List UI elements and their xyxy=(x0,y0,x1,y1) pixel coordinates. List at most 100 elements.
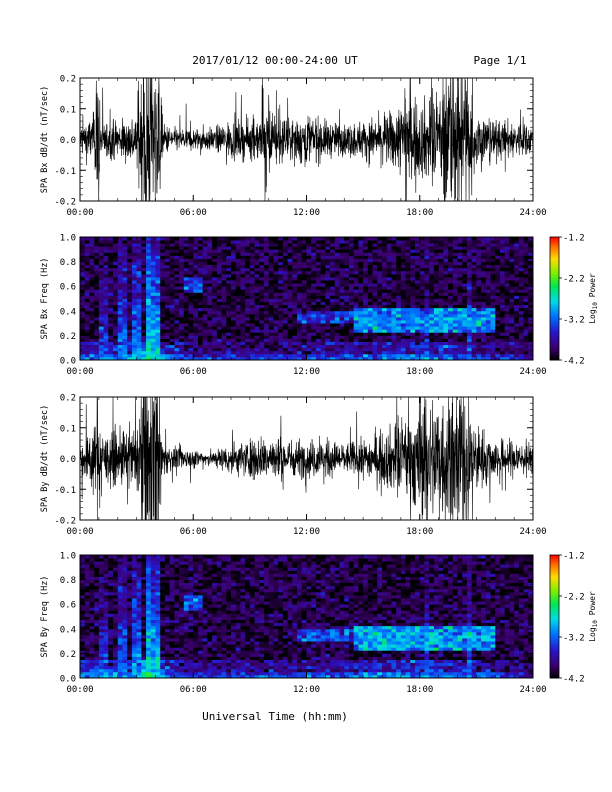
spectrogram-cell xyxy=(358,237,364,241)
colorbar-swatch xyxy=(550,300,559,304)
spectrogram-cell xyxy=(98,582,104,587)
spectrogram-cell xyxy=(155,280,161,284)
spectrogram-cell xyxy=(183,304,189,309)
spectrogram-cell xyxy=(301,338,307,342)
spectrogram-cell xyxy=(84,604,90,608)
spectrogram-cell xyxy=(382,255,388,259)
spectrogram-cell xyxy=(103,662,109,667)
spectrogram-cell xyxy=(466,301,473,306)
spectrogram-cell xyxy=(94,338,100,342)
spectrogram-cell xyxy=(490,307,496,312)
spectrogram-cell xyxy=(400,276,406,281)
spectrogram-cell xyxy=(84,613,90,617)
spectrogram-cell xyxy=(363,332,369,336)
spectrogram-cell xyxy=(358,347,364,352)
spectrogram-cell xyxy=(254,347,260,352)
spectrogram-cell xyxy=(249,301,255,306)
spectrogram-cell xyxy=(94,347,100,352)
spectrogram-cell xyxy=(504,267,510,272)
spectrogram-cell xyxy=(146,347,152,352)
spectrogram-cell xyxy=(127,644,133,648)
spectrogram-cell xyxy=(396,329,402,333)
spectrogram-cell xyxy=(509,356,515,361)
spectrogram-cell xyxy=(499,310,506,315)
spectrogram-cell xyxy=(136,598,142,602)
spectrogram-cell xyxy=(141,634,147,639)
spectrogram-cell xyxy=(433,289,440,293)
spectrogram-cell xyxy=(504,347,510,352)
spectrogram-cell xyxy=(80,674,86,679)
spectrogram-cell xyxy=(485,347,491,352)
spectrogram-cell xyxy=(405,344,411,349)
spectrogram-cell xyxy=(499,304,506,309)
spectrogram-cell xyxy=(514,237,520,241)
spectrogram-cell xyxy=(212,323,218,327)
spectrogram-cell xyxy=(249,240,255,244)
spectrogram-cell xyxy=(141,564,147,568)
spectrogram-cell xyxy=(339,289,345,293)
spectrogram-cell xyxy=(127,665,133,670)
spectrogram-cell xyxy=(103,270,109,275)
spectrogram-cell xyxy=(325,341,331,346)
spectrogram-cell xyxy=(377,344,383,349)
spectrogram-cell xyxy=(415,276,421,281)
spectrogram-cell xyxy=(306,270,312,275)
spectrogram-cell xyxy=(363,338,369,342)
spectrogram-cell xyxy=(164,344,171,349)
spectrogram-cell xyxy=(89,644,95,648)
spectrogram-cell xyxy=(202,246,208,250)
spectrogram-cell xyxy=(150,338,156,342)
spectrogram-cell xyxy=(334,347,340,352)
spectrogram-cell xyxy=(466,255,473,259)
spectrogram-cell xyxy=(466,286,473,290)
spectrogram-cell xyxy=(103,289,109,293)
spectrogram-cell xyxy=(372,347,378,352)
spectrogram-cell xyxy=(504,338,510,342)
spectrogram-cell xyxy=(429,267,435,272)
spectrogram-cell xyxy=(113,344,119,349)
spectrogram-cell xyxy=(245,286,251,290)
spectrogram-cell xyxy=(183,320,189,324)
spectrogram-cell xyxy=(320,264,326,269)
spectrogram-cell xyxy=(155,264,161,269)
spectrogram-cell xyxy=(160,273,166,278)
spectrogram-cell xyxy=(146,335,152,339)
spectrogram-cell xyxy=(273,335,279,339)
spectrogram-cell xyxy=(188,316,194,321)
spectrogram-cell xyxy=(221,292,227,296)
spectrogram-cell xyxy=(334,298,340,302)
spectrogram-cell xyxy=(330,292,336,296)
spectrogram-cell xyxy=(330,341,336,346)
spectrogram-cell xyxy=(382,320,388,324)
y-tick-label: 0.1 xyxy=(60,105,76,115)
spectrogram-cell xyxy=(89,653,95,657)
spectrogram-cell xyxy=(306,283,312,287)
spectrogram-cell xyxy=(98,625,104,630)
spectrogram-cell xyxy=(94,641,100,645)
spectrogram-cell xyxy=(193,237,199,241)
spectrogram-cell xyxy=(98,326,104,330)
spectrogram-cell xyxy=(424,289,430,293)
spectrogram-cell xyxy=(452,273,458,278)
spectrogram-cell xyxy=(306,264,312,269)
spectrogram-cell xyxy=(103,240,109,244)
spectrogram-cell xyxy=(306,320,312,324)
spectrogram-cell xyxy=(117,276,123,281)
spectrogram-cell xyxy=(443,335,449,339)
spectrogram-cell xyxy=(457,264,463,269)
spectrogram-cell xyxy=(273,307,279,312)
colorbar-swatch xyxy=(550,306,559,310)
spectrogram-cell xyxy=(476,347,482,352)
spectrogram-cell xyxy=(169,350,175,355)
spectrogram-cell xyxy=(122,662,128,667)
spectrogram-cell xyxy=(89,316,95,321)
spectrogram-cell xyxy=(273,332,279,336)
spectrogram-cell xyxy=(94,344,100,349)
spectrogram-cell xyxy=(136,307,142,312)
spectrogram-cell xyxy=(122,573,128,577)
spectrogram-cell xyxy=(207,341,213,346)
spectrogram-cell xyxy=(122,622,128,627)
spectrogram-cell xyxy=(108,671,114,676)
spectrogram-cell xyxy=(249,353,255,358)
spectrogram-cell xyxy=(240,240,246,244)
